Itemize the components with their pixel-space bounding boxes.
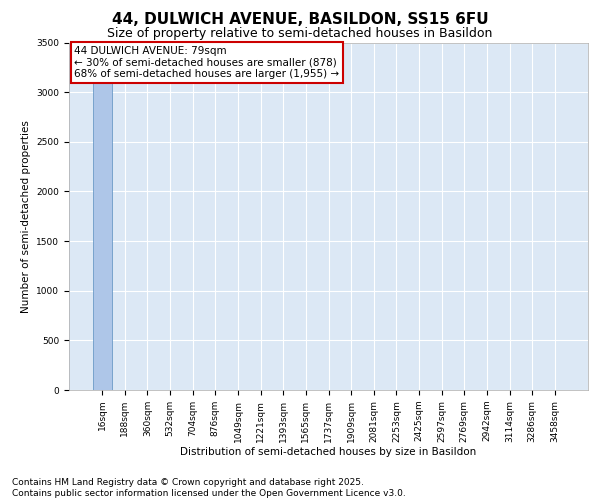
- Text: Contains HM Land Registry data © Crown copyright and database right 2025.
Contai: Contains HM Land Registry data © Crown c…: [12, 478, 406, 498]
- Y-axis label: Number of semi-detached properties: Number of semi-detached properties: [21, 120, 31, 312]
- Bar: [92, 62, 112, 390]
- Text: Size of property relative to semi-detached houses in Basildon: Size of property relative to semi-detach…: [107, 28, 493, 40]
- Text: 44, DULWICH AVENUE, BASILDON, SS15 6FU: 44, DULWICH AVENUE, BASILDON, SS15 6FU: [112, 12, 488, 28]
- X-axis label: Distribution of semi-detached houses by size in Basildon: Distribution of semi-detached houses by …: [181, 448, 476, 458]
- Text: 44 DULWICH AVENUE: 79sqm
← 30% of semi-detached houses are smaller (878)
68% of : 44 DULWICH AVENUE: 79sqm ← 30% of semi-d…: [74, 46, 340, 79]
